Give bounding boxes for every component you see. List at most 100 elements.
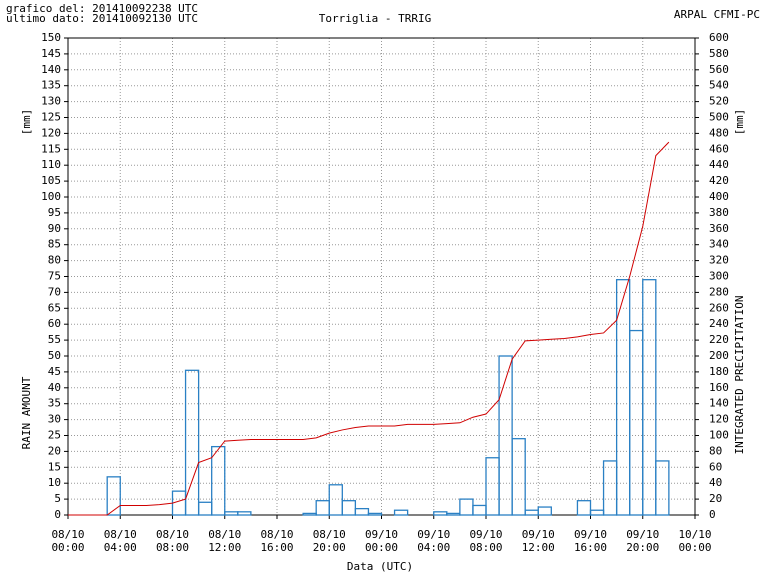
bar <box>629 329 644 516</box>
chart-title: Torriglia - TRRIG <box>319 12 432 25</box>
y2-tick-label: 420 <box>709 174 729 187</box>
y2-tick-label: 560 <box>709 63 729 76</box>
x-tick-label: 09/10 20:00 <box>626 528 659 554</box>
bar <box>171 490 187 516</box>
y2-tick-label: 540 <box>709 79 729 92</box>
y-tick-label: 0 <box>54 508 61 521</box>
line <box>68 141 670 516</box>
bar <box>106 476 121 516</box>
y-tick-label: 130 <box>41 95 61 108</box>
y-tick-label: 5 <box>54 492 61 505</box>
bar <box>524 509 539 516</box>
y-tick-label: 50 <box>48 349 61 362</box>
bar <box>184 369 200 516</box>
x-tick-label: 10/10 00:00 <box>678 528 711 554</box>
bar <box>315 500 330 516</box>
y-tick-label: 15 <box>48 460 61 473</box>
y-tick-label: 125 <box>41 111 61 124</box>
y-tick-label: 45 <box>48 365 61 378</box>
y-unit: [mm] <box>20 109 33 136</box>
y2-tick-label: 140 <box>709 397 729 410</box>
y2-tick-label: 40 <box>709 476 722 489</box>
bar <box>472 504 487 516</box>
y2-tick-label: 120 <box>709 413 729 426</box>
x-tick-label: 09/10 00:00 <box>365 528 398 554</box>
generated-time: grafico del: 201410092238 UTC <box>6 2 198 15</box>
y-tick-label: 60 <box>48 317 61 330</box>
y-tick-label: 110 <box>41 158 61 171</box>
y-tick-label: 35 <box>48 397 61 410</box>
y-tick-label: 40 <box>48 381 61 394</box>
y2-tick-label: 440 <box>709 158 729 171</box>
y2-tick-label: 520 <box>709 95 729 108</box>
bar <box>642 279 657 516</box>
y-tick-label: 65 <box>48 301 61 314</box>
bar <box>367 512 383 516</box>
y-tick-label: 75 <box>48 270 61 283</box>
x-tick-label: 08/10 00:00 <box>51 528 84 554</box>
y-tick-label: 145 <box>41 47 61 60</box>
y-tick-label: 100 <box>41 190 61 203</box>
y2-tick-label: 240 <box>709 317 729 330</box>
y2-tick-label: 160 <box>709 381 729 394</box>
bar <box>224 511 239 516</box>
y-tick-label: 25 <box>48 429 61 442</box>
y-tick-label: 95 <box>48 206 61 219</box>
bar <box>485 457 500 516</box>
y2-tick-label: 200 <box>709 349 729 362</box>
y2-tick-label: 340 <box>709 238 729 251</box>
y2-tick-label: 280 <box>709 285 729 298</box>
y2-tick-label: 400 <box>709 190 729 203</box>
y2-tick-label: 480 <box>709 126 729 139</box>
x-tick-label: 08/10 04:00 <box>104 528 137 554</box>
y-tick-label: 30 <box>48 413 61 426</box>
bar <box>589 509 605 516</box>
x-tick-label: 09/10 16:00 <box>574 528 607 554</box>
y2-tick-label: 320 <box>709 254 729 267</box>
y2-tick-label: 600 <box>709 31 729 44</box>
bar <box>446 512 461 516</box>
bar <box>354 507 370 516</box>
bar <box>498 355 513 516</box>
bar <box>341 500 357 516</box>
y2-tick-label: 360 <box>709 222 729 235</box>
bar <box>211 445 226 516</box>
source: ARPAL CFMI-PC <box>674 8 760 21</box>
y2-tick-label: 0 <box>709 508 716 521</box>
y-tick-label: 105 <box>41 174 61 187</box>
y2-tick-label: 500 <box>709 111 729 124</box>
y-tick-label: 80 <box>48 254 61 267</box>
bar <box>655 460 670 516</box>
y-tick-label: 55 <box>48 333 61 346</box>
x-tick-label: 09/10 08:00 <box>469 528 502 554</box>
x-tick-label: 08/10 20:00 <box>313 528 346 554</box>
bar <box>537 506 552 516</box>
y-tick-label: 20 <box>48 444 61 457</box>
bar <box>237 511 252 516</box>
bar <box>511 438 526 516</box>
bar <box>302 512 317 516</box>
last-data-time: ultimo dato: 201410092130 UTC <box>6 12 198 25</box>
bar <box>433 511 448 516</box>
y2-axis-title: INTEGRATED PRECIPITATION <box>733 296 746 455</box>
x-tick-label: 08/10 08:00 <box>156 528 189 554</box>
y-tick-label: 70 <box>48 285 61 298</box>
bar <box>328 484 343 516</box>
y-tick-label: 10 <box>48 476 61 489</box>
y-tick-label: 90 <box>48 222 61 235</box>
y-tick-label: 150 <box>41 31 61 44</box>
y2-tick-label: 220 <box>709 333 729 346</box>
x-tick-label: 09/10 04:00 <box>417 528 450 554</box>
y2-tick-label: 60 <box>709 460 722 473</box>
x-tick-label: 08/10 12:00 <box>208 528 241 554</box>
y-axis-title: RAIN AMOUNT <box>20 376 33 449</box>
bar <box>393 509 409 516</box>
y2-tick-label: 260 <box>709 301 729 314</box>
y-tick-label: 140 <box>41 63 61 76</box>
y2-tick-label: 300 <box>709 270 729 283</box>
y-tick-label: 120 <box>41 126 61 139</box>
y2-tick-label: 180 <box>709 365 729 378</box>
y-tick-label: 135 <box>41 79 61 92</box>
